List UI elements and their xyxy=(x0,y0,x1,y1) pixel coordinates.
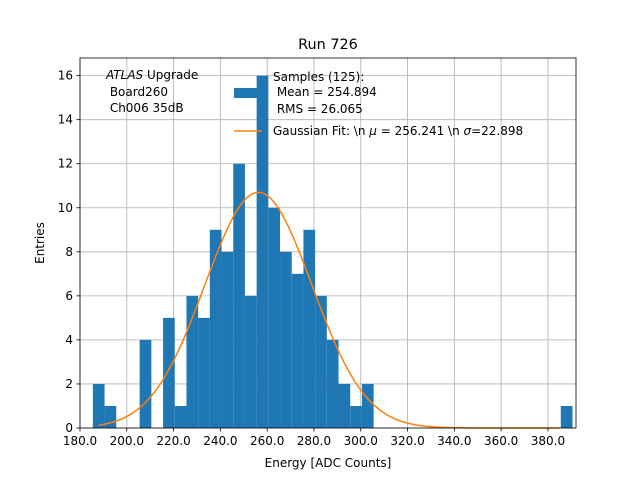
histogram-bar-22 xyxy=(350,405,362,428)
y-tick-label-4: 8 xyxy=(65,245,73,259)
histogram-bar-1 xyxy=(104,405,117,428)
legend-fit-label: Gaussian Fit: \n μ = 256.241 \n σ=22.898 xyxy=(273,124,523,138)
x-tick-label-7: 320.0 xyxy=(390,434,424,448)
histogram-bar-14 xyxy=(256,75,269,428)
y-tick-label-1: 2 xyxy=(65,377,73,391)
annotation-line-2: Board260 xyxy=(106,85,168,99)
y-tick-label-3: 6 xyxy=(65,289,73,303)
histogram-bar-7 xyxy=(174,405,187,428)
y-tick-label-7: 14 xyxy=(58,113,73,127)
annotation-line-1: ATLAS Upgrade xyxy=(105,68,198,82)
histogram-bars xyxy=(92,75,573,428)
legend-samples-line-1: Samples (125): xyxy=(273,70,364,84)
legend-fit-pre: Gaussian Fit: \n xyxy=(273,124,369,138)
histogram-bar-10 xyxy=(209,229,222,428)
x-tick-label-3: 240.0 xyxy=(203,434,237,448)
histogram-bar-23 xyxy=(361,383,374,428)
x-tick-label-10: 380.0 xyxy=(531,434,565,448)
annotation-upgrade: Upgrade xyxy=(143,68,198,82)
histogram-bar-15 xyxy=(268,207,281,428)
x-tick-label-6: 300.0 xyxy=(344,434,378,448)
x-tick-label-9: 360.0 xyxy=(484,434,518,448)
x-tick-label-8: 340.0 xyxy=(437,434,471,448)
histogram-bar-12 xyxy=(233,163,245,428)
plot-frame xyxy=(79,57,577,429)
histogram-bar-40 xyxy=(560,405,573,428)
legend: Samples (125): Mean = 254.894 RMS = 26.0… xyxy=(234,70,523,138)
y-tick-label-8: 16 xyxy=(58,69,73,83)
histogram-bar-11 xyxy=(221,251,234,428)
histogram-bar-8 xyxy=(186,295,199,428)
x-tick-label-2: 220.0 xyxy=(156,434,190,448)
annotation-atlas-italic: ATLAS xyxy=(105,68,144,82)
histogram-bar-13 xyxy=(244,295,257,428)
histogram-bar-21 xyxy=(338,383,351,428)
legend-fit-mu: μ xyxy=(368,124,377,138)
x-tick-label-0: 180.0 xyxy=(63,434,97,448)
y-tick-label-0: 0 xyxy=(65,421,73,435)
legend-swatch-samples xyxy=(234,88,262,98)
x-axis-ticks: 180.0 200.0 220.0 240.0 260.0 280.0 300.0 320.0… xyxy=(63,428,565,448)
y-tick-label-5: 10 xyxy=(58,201,73,215)
histogram-bar-18 xyxy=(303,229,316,428)
histogram-bar-6 xyxy=(163,317,175,428)
legend-samples-line-3: RMS = 26.065 xyxy=(273,102,363,116)
histogram-bar-0 xyxy=(92,383,105,428)
histogram-bar-17 xyxy=(291,273,304,428)
y-axis-label: Entries xyxy=(33,222,47,264)
histogram-bar-9 xyxy=(198,317,210,428)
x-tick-label-1: 200.0 xyxy=(110,434,144,448)
y-tick-label-6: 12 xyxy=(58,157,73,171)
legend-fit-mid: = 256.241 \n xyxy=(377,124,464,138)
histogram-bar-4 xyxy=(139,339,152,428)
x-tick-label-4: 260.0 xyxy=(250,434,284,448)
histogram-bar-20 xyxy=(326,339,339,428)
x-axis-label: Energy [ADC Counts] xyxy=(265,456,392,470)
grid-lines xyxy=(79,58,576,429)
legend-fit-post: =22.898 xyxy=(471,124,523,138)
annotation-line-3: Ch006 35dB xyxy=(106,101,184,115)
legend-samples-line-2: Mean = 254.894 xyxy=(273,85,377,99)
histogram-bar-16 xyxy=(280,251,292,428)
histogram-bar-19 xyxy=(315,295,327,428)
x-tick-label-5: 280.0 xyxy=(297,434,331,448)
chart-title: Run 726 xyxy=(298,37,358,53)
atlas-annotation: ATLAS Upgrade Board260 Ch006 35dB xyxy=(105,68,198,115)
y-axis-ticks: 0 2 4 6 8 10 12 14 16 xyxy=(58,69,80,435)
legend-fit-sigma: σ xyxy=(464,124,472,138)
y-tick-label-2: 4 xyxy=(65,333,73,347)
